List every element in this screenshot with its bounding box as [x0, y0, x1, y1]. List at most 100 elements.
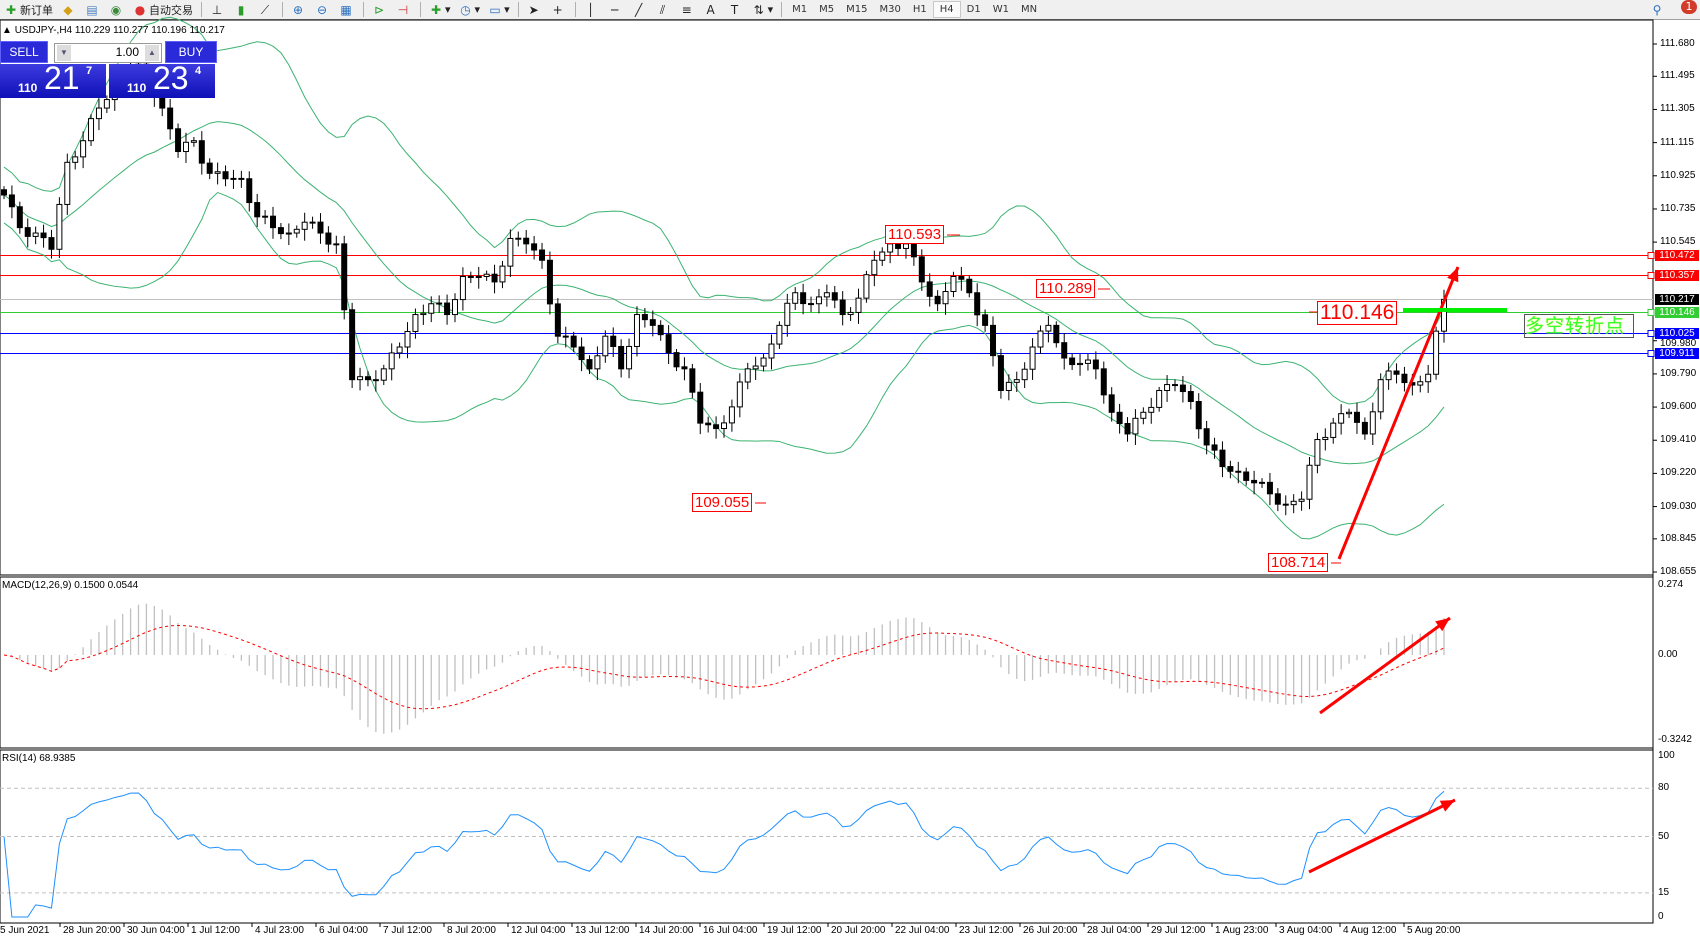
- signal-icon: ◉: [110, 2, 122, 17]
- bull-candle-body: [1021, 368, 1028, 381]
- bear-candle-body: [1171, 384, 1178, 387]
- bar-chart-button[interactable]: ⊥: [206, 1, 230, 18]
- cursor-button[interactable]: ➤: [523, 1, 547, 18]
- bear-candle-body: [705, 422, 712, 426]
- clock-icon: ◷: [460, 2, 471, 17]
- pivot-value-label[interactable]: 110.146: [1317, 301, 1398, 325]
- crosshair-button[interactable]: +: [547, 1, 571, 18]
- text-button[interactable]: A: [700, 1, 724, 18]
- search-button[interactable]: ⚲: [1646, 1, 1670, 18]
- candle: [982, 309, 989, 332]
- timeframe-h1[interactable]: H1: [912, 4, 927, 15]
- lot-increase-button[interactable]: ▲: [145, 45, 159, 61]
- lot-size-input[interactable]: ▼ 1.00 ▲: [54, 43, 162, 63]
- candle: [357, 367, 364, 391]
- candle: [412, 308, 419, 339]
- candle: [626, 338, 633, 379]
- bull-candle-body: [760, 357, 767, 367]
- horizontal-line-button[interactable]: ─: [604, 1, 628, 18]
- pivot-text-label[interactable]: 多空转折点: [1524, 314, 1634, 338]
- bear-candle-body: [966, 278, 973, 294]
- auto-trade-button[interactable]: ● 自动交易: [129, 1, 197, 18]
- candle: [372, 370, 379, 392]
- fibonacci-button[interactable]: ≡: [676, 1, 700, 18]
- candle-chart-button[interactable]: ▮: [230, 1, 254, 18]
- bull-candle-body: [515, 237, 522, 240]
- bear-candle-body: [277, 227, 284, 235]
- high-label-110593[interactable]: 110.593: [885, 225, 945, 244]
- level-price-label: 110.146: [1655, 307, 1699, 318]
- bear-candle-body: [1274, 493, 1281, 505]
- sell-price[interactable]: 110 21 7: [0, 60, 106, 98]
- chart-shift-button[interactable]: ⊣: [392, 1, 416, 18]
- timeframe-m1[interactable]: M1: [792, 4, 808, 15]
- candle: [420, 304, 427, 325]
- time-tick-label: 8 Jul 20:00: [447, 925, 496, 936]
- timeframe-m30[interactable]: M30: [879, 4, 901, 15]
- bull-candle-body: [562, 335, 569, 338]
- candle: [728, 399, 735, 432]
- line-chart-button[interactable]: ⟋: [254, 1, 278, 18]
- buy-button[interactable]: BUY: [165, 41, 217, 63]
- bull-candle-body: [752, 365, 759, 370]
- channel-button[interactable]: ⫽: [652, 1, 676, 18]
- timeframe-h4[interactable]: H4: [932, 1, 961, 18]
- candle: [1005, 374, 1012, 401]
- macd-axis-label: -0.3242: [1658, 734, 1692, 745]
- timeframe-m5[interactable]: M5: [819, 4, 835, 15]
- candle: [602, 330, 609, 363]
- templates-button[interactable]: ▭ ▾: [489, 2, 510, 17]
- indicators-button[interactable]: ✚ ▾: [430, 2, 451, 17]
- bull-candle-body: [736, 381, 743, 408]
- crosshair-icon: +: [552, 2, 563, 17]
- candle: [539, 242, 546, 269]
- signal-button[interactable]: ◉: [105, 1, 129, 18]
- notification-badge[interactable]: 1: [1681, 0, 1697, 14]
- arrow-shaft: [1308, 798, 1456, 874]
- candle: [475, 266, 482, 289]
- zoom-in-button[interactable]: ⊕: [287, 1, 311, 18]
- timeframe-w1[interactable]: W1: [992, 4, 1009, 15]
- low-label-109055[interactable]: 109.055: [692, 493, 753, 512]
- new-order-button[interactable]: ✚ 新订单: [0, 1, 57, 18]
- price-tick-label: 111.495: [1660, 70, 1695, 81]
- bull-candle-body: [887, 243, 894, 253]
- candle: [855, 288, 862, 324]
- timeframe-m15[interactable]: M15: [846, 4, 868, 15]
- price-tick-label: 108.845: [1660, 533, 1697, 544]
- price-tick-label: 111.680: [1660, 38, 1695, 49]
- periods-button[interactable]: ◷ ▾: [460, 2, 481, 17]
- data-window-button[interactable]: ▤: [81, 1, 105, 18]
- vertical-line-button[interactable]: │: [580, 1, 604, 18]
- candle-chart-icon: ▮: [237, 2, 245, 17]
- timeframe-mn[interactable]: MN: [1020, 4, 1038, 15]
- text-label-button[interactable]: T: [724, 1, 748, 18]
- bear-candle-body: [926, 281, 933, 297]
- candle: [16, 201, 23, 234]
- low-label-108714[interactable]: 108.714: [1268, 553, 1329, 572]
- buy-price[interactable]: 110 23 4: [109, 60, 215, 98]
- candle: [673, 349, 680, 372]
- sell-button[interactable]: SELL: [0, 41, 48, 63]
- timeframe-d1[interactable]: D1: [966, 4, 981, 15]
- bull-candle-body: [459, 276, 466, 301]
- arrow-shaft: [1319, 616, 1451, 715]
- tile-windows-button[interactable]: ▦: [335, 1, 359, 18]
- zoom-out-button[interactable]: ⊖: [311, 1, 335, 18]
- lot-decrease-button[interactable]: ▼: [57, 45, 71, 61]
- time-tick-label: 28 Jun 20:00: [63, 925, 121, 936]
- high-label-110289[interactable]: 110.289: [1036, 279, 1096, 298]
- trendline-button[interactable]: ╱: [628, 1, 652, 18]
- fibonacci-icon: ≡: [681, 2, 692, 17]
- autoscroll-button[interactable]: ⊳: [368, 1, 392, 18]
- candle: [1251, 470, 1258, 495]
- bear-candle-body: [1, 189, 7, 196]
- arrows-button[interactable]: ⇅ ▾: [753, 2, 774, 17]
- market-watch-button[interactable]: ◆: [57, 1, 81, 18]
- candle: [1061, 333, 1068, 370]
- time-tick-label: 14 Jul 20:00: [639, 925, 694, 936]
- bull-candle-body: [1338, 413, 1345, 424]
- candle: [1084, 354, 1091, 371]
- bear-candle-body: [1092, 359, 1099, 370]
